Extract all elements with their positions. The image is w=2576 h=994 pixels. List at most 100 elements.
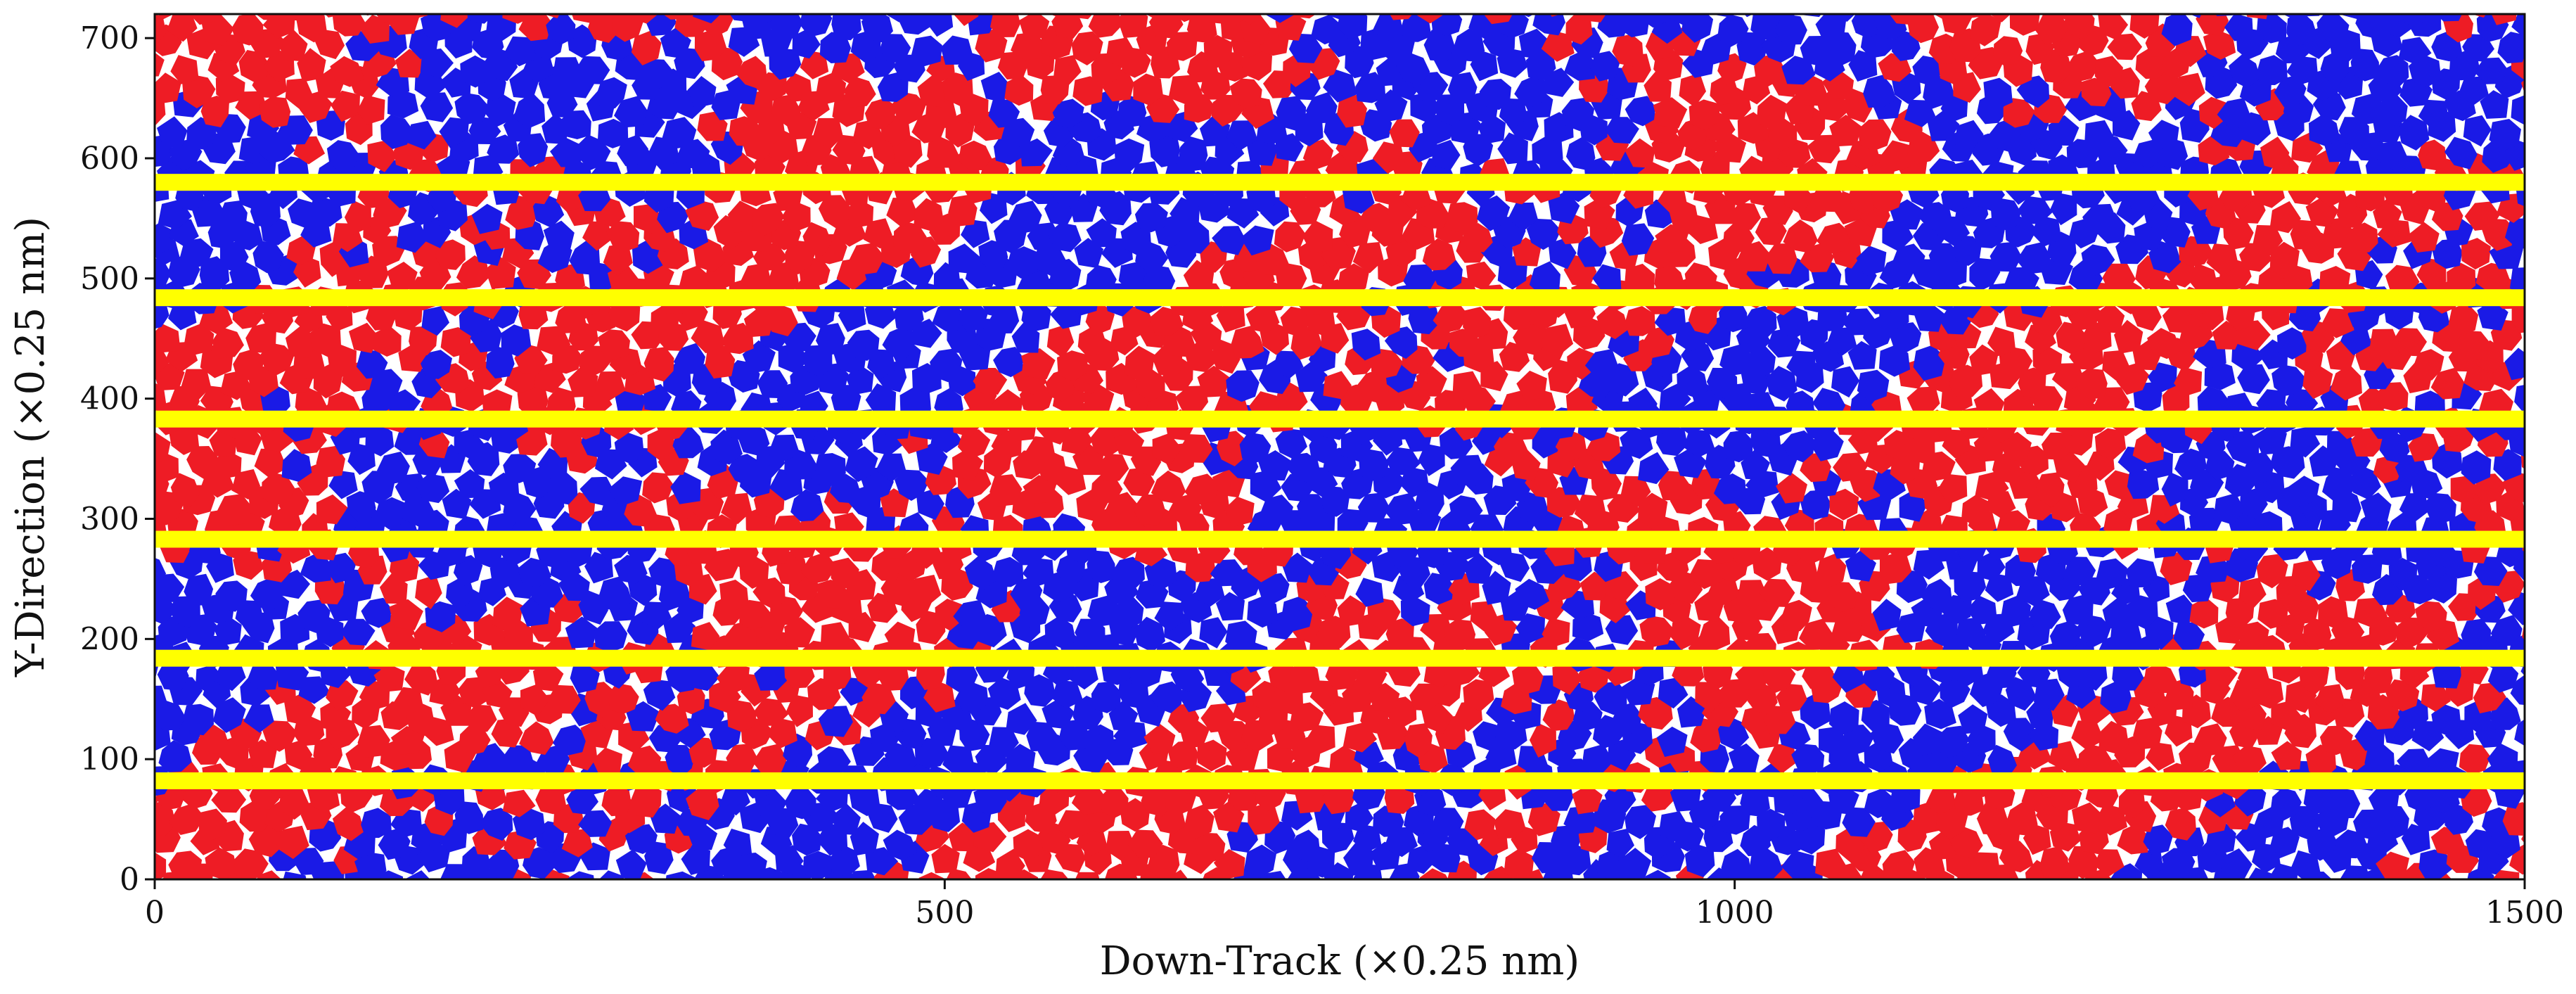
grain — [1665, 14, 1698, 26]
grain — [1091, 473, 1123, 504]
grain — [366, 302, 397, 331]
grain — [231, 469, 261, 500]
grain — [1321, 486, 1350, 517]
grain — [2217, 98, 2250, 128]
grain — [1239, 432, 1271, 464]
grain — [108, 473, 143, 502]
grain — [617, 883, 646, 914]
grain — [376, 14, 402, 23]
grain — [662, 14, 688, 20]
grain — [2527, 403, 2561, 436]
grain — [121, 202, 150, 232]
grain — [879, 34, 911, 63]
grain — [1776, 473, 1807, 504]
grain — [1013, 829, 1043, 862]
grain — [158, 14, 174, 20]
track-boundary-line — [155, 174, 2525, 191]
grain — [1151, 889, 1181, 919]
grain — [2226, 431, 2260, 464]
grain — [2035, 891, 2065, 925]
grain — [612, 14, 643, 42]
grain — [2521, 832, 2525, 843]
grain — [517, 386, 549, 419]
grain — [644, 14, 677, 37]
grain — [2110, 863, 2143, 879]
grain — [1482, 571, 1511, 605]
grain — [2459, 744, 2491, 775]
grain — [550, 891, 581, 922]
grain — [1572, 612, 1604, 642]
grain — [757, 370, 788, 399]
grain — [1909, 888, 1942, 923]
grain — [649, 803, 681, 834]
grain — [1016, 14, 1021, 15]
grain — [1924, 699, 1956, 729]
grain — [1231, 326, 1264, 359]
grain — [771, 94, 802, 127]
grain — [2401, 824, 2430, 855]
grain — [1624, 263, 1655, 295]
grain — [1526, 219, 1561, 250]
grain — [104, 307, 135, 340]
grain — [2490, 615, 2523, 646]
grain — [584, 887, 614, 918]
grain — [1200, 703, 1236, 733]
grain — [2509, 843, 2525, 875]
grain — [2391, 328, 2427, 357]
grain — [380, 114, 414, 149]
grain — [1193, 578, 1225, 607]
grain — [1928, 243, 1959, 276]
y-tick-label: 100 — [80, 741, 139, 777]
grain — [2351, 554, 2383, 584]
grain — [1077, 327, 1107, 357]
y-axis: 0 100 200 300 400 500 600 700 — [80, 20, 155, 898]
grain — [1937, 725, 1970, 759]
grain — [843, 198, 874, 228]
grain — [1088, 14, 1121, 38]
grain — [959, 140, 992, 170]
y-tick-label: 400 — [80, 381, 139, 417]
grain — [158, 740, 192, 772]
grain — [1281, 552, 1313, 583]
grain — [390, 726, 425, 755]
grain — [1684, 429, 1715, 458]
grain — [852, 14, 877, 23]
grain — [233, 848, 269, 879]
grain — [1723, 430, 1753, 463]
grain — [989, 474, 1023, 507]
grain — [1638, 492, 1668, 530]
x-tick-label: 1000 — [1696, 895, 1774, 931]
grain — [1225, 620, 1257, 654]
grain — [1755, 216, 1787, 246]
grain — [1863, 75, 1897, 108]
grain — [2511, 302, 2525, 333]
grain — [716, 662, 750, 696]
grain — [843, 76, 876, 108]
grain — [281, 449, 312, 482]
grain — [2253, 224, 2283, 256]
grain — [1747, 682, 1778, 715]
grain — [1581, 744, 1613, 776]
grain — [2416, 257, 2447, 291]
grain — [331, 90, 360, 122]
grain — [1781, 599, 1812, 632]
grain — [990, 14, 1020, 37]
grain — [673, 343, 705, 374]
grain — [2447, 262, 2476, 295]
grain — [1833, 14, 1856, 22]
grain — [1215, 592, 1245, 621]
grain — [1483, 14, 1513, 25]
grain — [2165, 808, 2196, 841]
grain — [1006, 703, 1037, 735]
grain — [1741, 706, 1771, 735]
grain — [2444, 804, 2473, 835]
grain — [1800, 490, 1831, 520]
grain — [2270, 446, 2305, 479]
grain — [389, 599, 423, 630]
grain — [1275, 133, 1304, 162]
grain — [2425, 748, 2459, 779]
grain — [2174, 35, 2207, 68]
grain — [1542, 699, 1575, 732]
grain — [2545, 551, 2575, 584]
grain — [2493, 449, 2522, 481]
